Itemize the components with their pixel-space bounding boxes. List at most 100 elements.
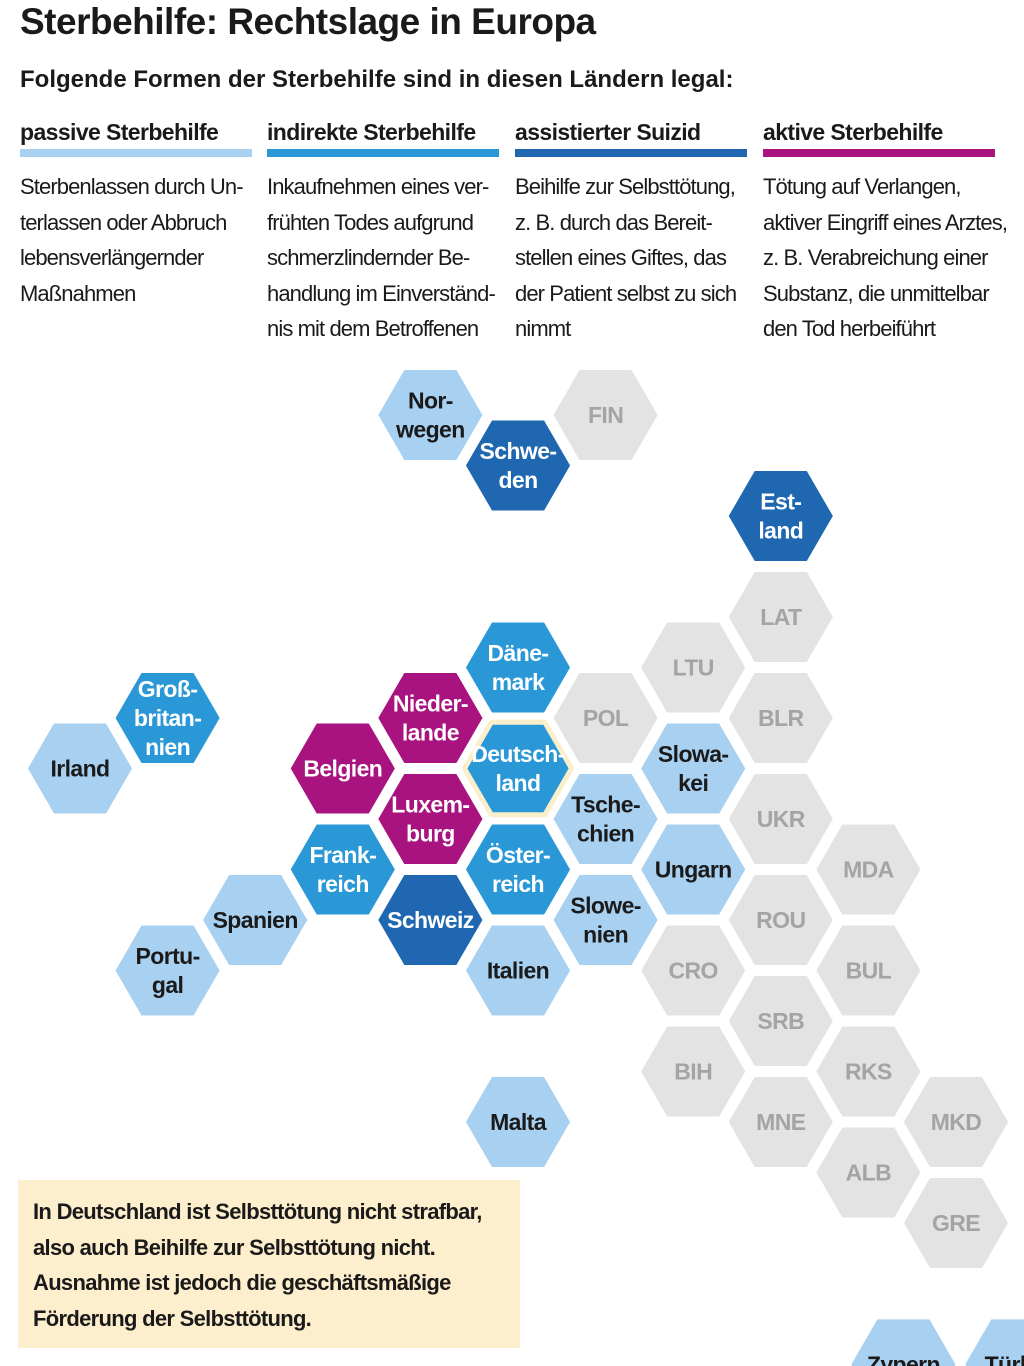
hex-shape bbox=[726, 1074, 836, 1170]
country-label: MDA bbox=[843, 857, 894, 883]
country-label: wegen bbox=[395, 417, 465, 443]
hex-shape bbox=[200, 872, 310, 968]
legend-title: passive Sterbehilfe bbox=[20, 119, 219, 145]
hex-shape bbox=[726, 973, 836, 1069]
hex-shape bbox=[813, 1124, 924, 1221]
country-label: Portu- bbox=[136, 943, 200, 969]
hex-shape bbox=[463, 1074, 573, 1170]
country-label: Däne- bbox=[488, 640, 549, 666]
legend-description-line: Tötung auf Verlangen, bbox=[763, 174, 962, 199]
legend-description-line: Maßnahmen bbox=[20, 280, 136, 306]
legend-description-line: frühten Todes aufgrund bbox=[267, 209, 474, 235]
country-hex-slowenien: Slowe-nien bbox=[550, 872, 661, 968]
country-label: Deutsch- bbox=[471, 741, 565, 767]
hex-shape bbox=[638, 1023, 748, 1120]
note-line: also auch Beihilfe zur Selbsttötung nich… bbox=[33, 1234, 436, 1260]
legend-color-bar bbox=[267, 149, 499, 157]
hex-shape bbox=[901, 1175, 1011, 1271]
country-label: Irland bbox=[50, 756, 109, 782]
hex-shape bbox=[726, 771, 836, 867]
note-line: In Deutschland ist Selbsttötung nicht st… bbox=[33, 1199, 482, 1224]
country-hex-luxemburg: Luxem-burg bbox=[375, 771, 486, 867]
hex-shape bbox=[813, 821, 924, 918]
country-hex-ukr: UKR bbox=[726, 771, 836, 867]
country-label: Frank- bbox=[309, 842, 376, 868]
country-hex-fin: FIN bbox=[550, 367, 661, 463]
country-label: Zypern bbox=[867, 1351, 940, 1366]
country-label: reich bbox=[492, 871, 544, 897]
country-label: Italien bbox=[487, 958, 549, 984]
country-hex-schweden: Schwe-den bbox=[463, 417, 573, 514]
page-subtitle: Folgende Formen der Sterbehilfe sind in … bbox=[20, 66, 734, 93]
legend-description-line: z. B. Verabreichung einer bbox=[763, 245, 988, 270]
country-label: Türkei bbox=[985, 1351, 1024, 1366]
country-hex-portugal: Portu-gal bbox=[112, 922, 223, 1019]
country-label: BIH bbox=[674, 1059, 712, 1085]
country-hex-schweiz: Schweiz bbox=[375, 872, 486, 968]
hex-shape bbox=[462, 719, 574, 818]
hex-shape bbox=[112, 670, 223, 766]
country-label: RKS bbox=[845, 1059, 892, 1085]
country-hex-ltu: LTU bbox=[638, 619, 748, 716]
hex-shape bbox=[550, 771, 661, 867]
country-hex-srb: SRB bbox=[726, 973, 836, 1069]
country-hex-ungarn: Ungarn bbox=[638, 821, 748, 918]
country-label: Malta bbox=[490, 1109, 547, 1135]
country-label: CRO bbox=[669, 958, 718, 984]
country-hex-tschechien: Tsche-chien bbox=[550, 771, 661, 867]
country-hex-mne: MNE bbox=[726, 1074, 836, 1170]
country-label: ROU bbox=[756, 907, 805, 933]
hex-shape bbox=[463, 619, 573, 716]
page-title: Sterbehilfe: Rechtslage in Europa bbox=[20, 1, 596, 42]
legend-description-line: Sterbenlassen durch Un- bbox=[20, 174, 244, 199]
legend-description-line: lebensverlängernder bbox=[20, 245, 204, 270]
legend-assisted: assistierter Suizid Beihilfe zur Selbstt… bbox=[515, 116, 755, 347]
country-label: chien bbox=[577, 821, 634, 847]
country-label: FIN bbox=[588, 402, 623, 428]
hex-shape bbox=[813, 1023, 924, 1120]
country-label: Belgien bbox=[303, 756, 382, 782]
country-hex-dänemark: Däne-mark bbox=[463, 619, 573, 716]
country-label: Nor- bbox=[408, 388, 453, 414]
legend-passive: passive Sterbehilfe Sterbenlassen durch … bbox=[20, 116, 260, 311]
country-label: mark bbox=[492, 669, 545, 695]
hex-shape bbox=[288, 720, 398, 817]
country-label: ALB bbox=[846, 1160, 891, 1186]
country-label: Nieder- bbox=[393, 691, 468, 717]
country-label: UKR bbox=[757, 806, 806, 832]
country-hex-blr: BLR bbox=[726, 670, 836, 766]
hex-shape bbox=[901, 1074, 1011, 1170]
country-hex-zypern: Zypern bbox=[848, 1316, 959, 1366]
legend-description-line: der Patient selbst zu sich bbox=[515, 280, 737, 306]
country-hex-türkei: Türkei bbox=[962, 1316, 1024, 1366]
country-label: Ungarn bbox=[655, 857, 732, 883]
hex-shape bbox=[288, 821, 398, 918]
country-hex-malta: Malta bbox=[463, 1074, 573, 1170]
legend-description-line: handlung im Einverständ- bbox=[267, 280, 496, 306]
hex-shape bbox=[638, 619, 748, 716]
country-hex-irland: Irland bbox=[25, 720, 135, 817]
country-label: POL bbox=[583, 705, 629, 731]
hex-shape bbox=[463, 417, 573, 514]
legend-description-line: schmerzlindernder Be- bbox=[267, 245, 470, 270]
country-hex-rou: ROU bbox=[726, 872, 836, 968]
country-hex-slowakei: Slowa-kei bbox=[638, 720, 748, 817]
country-label: Luxem- bbox=[391, 792, 469, 818]
country-hex-bih: BIH bbox=[638, 1023, 748, 1120]
hex-shape bbox=[550, 367, 661, 463]
legend-description-line: stellen eines Giftes, das bbox=[515, 245, 727, 270]
note-line: Förderung der Selbsttötung. bbox=[33, 1305, 312, 1331]
hex-shape bbox=[638, 821, 748, 918]
hex-shape bbox=[726, 468, 836, 564]
legend-description: Tötung auf Verlangen, aktiver Eingriff e… bbox=[763, 169, 1008, 347]
country-label: Öster- bbox=[486, 842, 550, 868]
country-hex-großbritannien: Groß-britan-nien bbox=[112, 670, 223, 766]
country-hex-alb: ALB bbox=[813, 1124, 924, 1221]
legend-description-line: den Tod herbeiführt bbox=[763, 316, 936, 341]
hex-shape bbox=[550, 670, 661, 766]
country-hex-lat: LAT bbox=[726, 569, 836, 665]
legend-indirect: indirekte Sterbehilfe Inkaufnehmen eines… bbox=[267, 116, 507, 347]
country-label: gal bbox=[152, 972, 183, 998]
country-label: Groß- bbox=[138, 676, 198, 702]
country-label: Schweiz bbox=[387, 907, 474, 933]
